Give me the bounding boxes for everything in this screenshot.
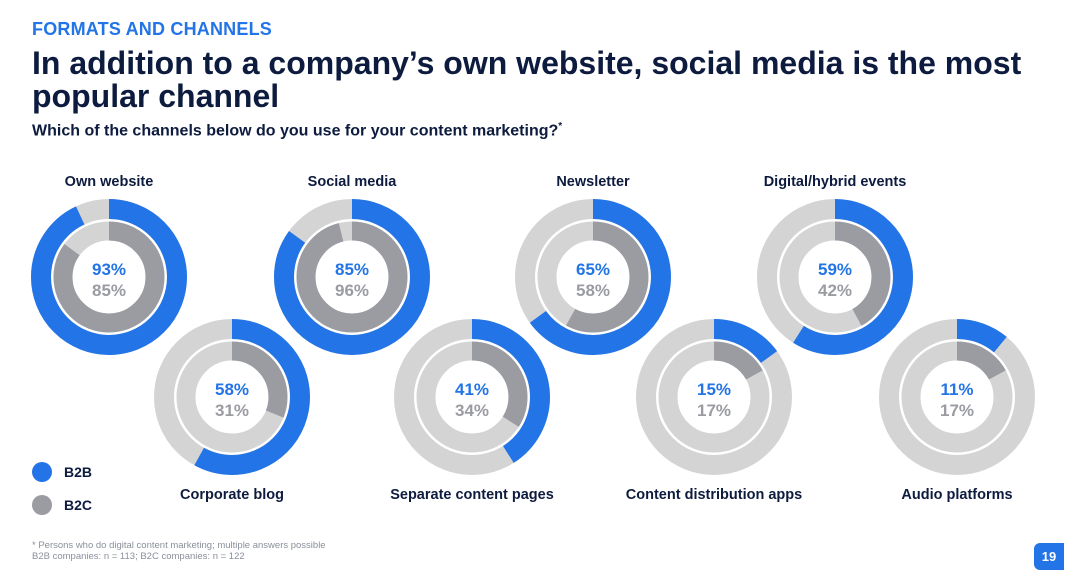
b2c-value-label: 85% bbox=[92, 281, 126, 300]
category-label: Content distribution apps bbox=[626, 487, 802, 503]
footnote: * Persons who do digital content marketi… bbox=[32, 540, 326, 562]
b2c-value-label: 17% bbox=[697, 401, 731, 420]
footnote-line-1: * Persons who do digital content marketi… bbox=[32, 540, 326, 551]
donut-digital-hybrid-events: 59% 42% Digital/hybrid events bbox=[755, 174, 915, 357]
donut-audio-platforms: 11% 17% Audio platforms bbox=[877, 317, 1037, 503]
b2b-value-label: 11% bbox=[940, 380, 973, 399]
legend-item-b2c: B2C bbox=[32, 495, 92, 515]
b2c-ring-social-media bbox=[296, 221, 408, 333]
legend-swatch-b2c bbox=[32, 495, 52, 515]
donut-backing bbox=[634, 317, 794, 477]
b2b-value-label: 85% bbox=[335, 260, 369, 279]
b2b-ring-newsletter bbox=[515, 199, 671, 355]
b2b-value-label: 15% bbox=[697, 380, 731, 399]
donut-separate-content-pages: 41% 34% Separate content pages bbox=[390, 317, 554, 503]
donut-own-website: 93% 85% Own website bbox=[29, 174, 189, 357]
b2b-ring-own-website bbox=[31, 199, 187, 355]
b2c-value-label: 17% bbox=[940, 401, 974, 420]
donut-social-media: 85% 96% Social media bbox=[272, 174, 432, 357]
category-label: Separate content pages bbox=[390, 487, 554, 503]
donut-backing bbox=[152, 317, 312, 477]
b2c-ring-audio-platforms bbox=[901, 341, 1013, 453]
donut-corporate-blog: 58% 31% Corporate blog bbox=[152, 317, 312, 503]
b2c-value-label: 96% bbox=[335, 281, 369, 300]
footnote-marker: * bbox=[558, 121, 563, 132]
legend-swatch-b2b bbox=[32, 462, 52, 482]
donut-backing bbox=[272, 197, 432, 357]
legend-label-b2b: B2B bbox=[64, 464, 93, 480]
category-label: Corporate blog bbox=[180, 487, 284, 503]
donut-backing bbox=[513, 197, 673, 357]
b2c-ring-separate-content-pages bbox=[416, 341, 528, 453]
category-label: Newsletter bbox=[556, 174, 630, 190]
b2b-value-label: 65% bbox=[576, 260, 610, 279]
b2b-ring-content-distribution-apps bbox=[636, 319, 792, 475]
donut-content-distribution-apps: 15% 17% Content distribution apps bbox=[626, 317, 802, 503]
b2c-value-label: 58% bbox=[576, 281, 610, 300]
donut-backing bbox=[392, 317, 552, 477]
donut-newsletter: 65% 58% Newsletter bbox=[513, 174, 673, 357]
section-kicker: FORMATS AND CHANNELS bbox=[32, 19, 272, 39]
category-label: Digital/hybrid events bbox=[764, 174, 907, 190]
b2b-ring-audio-platforms bbox=[879, 319, 1035, 475]
legend: B2B B2C bbox=[32, 462, 92, 528]
b2c-ring-digital-hybrid-events bbox=[779, 221, 891, 333]
legend-label-b2c: B2C bbox=[64, 497, 93, 513]
page-headline: In addition to a company’s own website, … bbox=[32, 45, 1022, 114]
b2b-value-label: 58% bbox=[215, 380, 249, 399]
donut-backing bbox=[877, 317, 1037, 477]
b2c-ring-content-distribution-apps bbox=[658, 341, 770, 453]
b2c-ring-newsletter bbox=[537, 221, 649, 333]
b2c-value-label: 42% bbox=[818, 281, 852, 300]
footnote-line-2: B2B companies: n = 113; B2C companies: n… bbox=[32, 551, 245, 562]
b2b-ring-digital-hybrid-events bbox=[757, 199, 913, 355]
b2c-ring-corporate-blog bbox=[176, 341, 288, 453]
b2b-ring-corporate-blog bbox=[154, 319, 310, 475]
legend-item-b2b: B2B bbox=[32, 462, 92, 482]
b2b-ring-separate-content-pages bbox=[394, 319, 550, 475]
b2b-value-label: 41% bbox=[455, 380, 489, 399]
b2b-ring-social-media bbox=[274, 199, 430, 355]
survey-question-text: Which of the channels below do you use f… bbox=[32, 122, 559, 140]
b2b-value-label: 93% bbox=[92, 260, 126, 279]
category-label: Audio platforms bbox=[901, 487, 1012, 503]
b2c-value-label: 31% bbox=[215, 401, 249, 420]
category-label: Social media bbox=[308, 174, 398, 190]
category-label: Own website bbox=[65, 174, 154, 190]
b2c-value-label: 34% bbox=[455, 401, 489, 420]
survey-question: Which of the channels below do you use f… bbox=[32, 121, 562, 140]
b2b-value-label: 59% bbox=[818, 260, 852, 279]
b2c-ring-own-website bbox=[53, 221, 165, 333]
page-number: 19 bbox=[1034, 543, 1064, 570]
donut-backing bbox=[29, 197, 189, 357]
donut-backing bbox=[755, 197, 915, 357]
